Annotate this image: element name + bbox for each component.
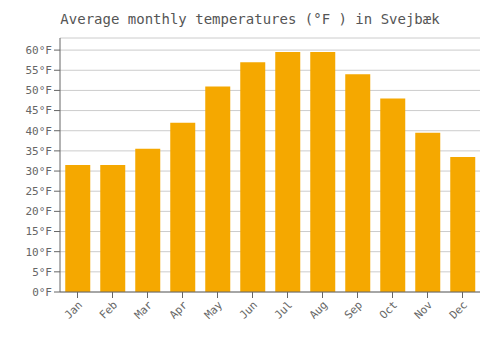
svg-text:35°F: 35°F bbox=[26, 145, 53, 158]
svg-text:Jul: Jul bbox=[272, 298, 295, 321]
svg-text:Jun: Jun bbox=[237, 298, 260, 321]
svg-text:40°F: 40°F bbox=[26, 125, 53, 138]
svg-text:Oct: Oct bbox=[377, 298, 400, 321]
svg-text:60°F: 60°F bbox=[26, 44, 53, 57]
svg-text:May: May bbox=[202, 298, 226, 322]
svg-text:Dec: Dec bbox=[447, 298, 470, 321]
svg-text:0°F: 0°F bbox=[32, 286, 52, 299]
svg-text:5°F: 5°F bbox=[32, 266, 52, 279]
svg-text:50°F: 50°F bbox=[26, 84, 53, 97]
svg-text:Mar: Mar bbox=[132, 298, 156, 322]
svg-text:15°F: 15°F bbox=[26, 225, 53, 238]
svg-text:Sep: Sep bbox=[342, 298, 365, 321]
svg-text:Jan: Jan bbox=[62, 298, 85, 321]
svg-text:Aug: Aug bbox=[307, 298, 330, 321]
svg-text:Apr: Apr bbox=[167, 298, 191, 322]
svg-text:45°F: 45°F bbox=[26, 104, 53, 117]
svg-text:Nov: Nov bbox=[412, 298, 436, 322]
svg-text:55°F: 55°F bbox=[26, 64, 53, 77]
svg-text:30°F: 30°F bbox=[26, 165, 53, 178]
svg-text:20°F: 20°F bbox=[26, 205, 53, 218]
html-text:Average monthly temperatures (: Average monthly temperatures (°F ) in Sv… bbox=[60, 11, 440, 27]
svg-text:25°F: 25°F bbox=[26, 185, 53, 198]
svg-text:10°F: 10°F bbox=[26, 246, 53, 259]
svg-text:Feb: Feb bbox=[97, 298, 120, 321]
